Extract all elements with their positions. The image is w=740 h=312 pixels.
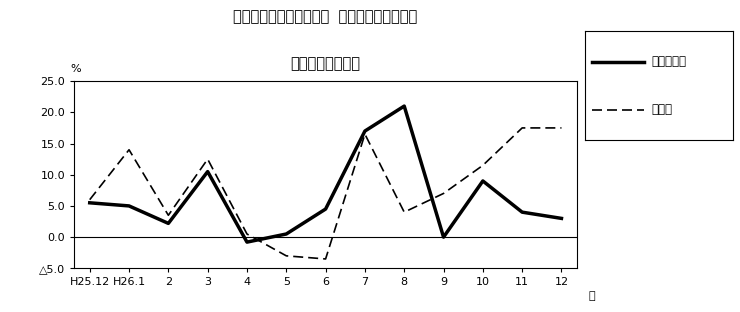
Text: 製造業: 製造業 <box>651 103 672 116</box>
Text: （規模５人以上）: （規模５人以上） <box>291 56 360 71</box>
Text: 調査産業計: 調査産業計 <box>651 55 686 68</box>
Text: %: % <box>70 64 81 74</box>
X-axis label: 月: 月 <box>589 291 596 301</box>
Text: 第２図　所定外労働時間  対前年同月比の推移: 第２図 所定外労働時間 対前年同月比の推移 <box>234 9 417 24</box>
